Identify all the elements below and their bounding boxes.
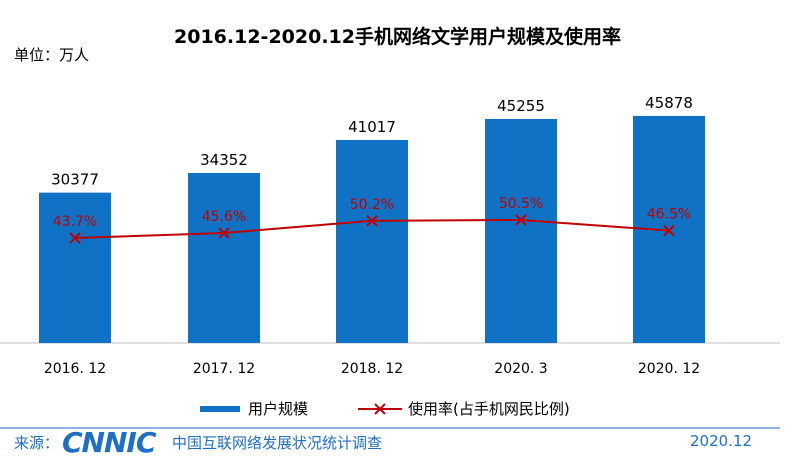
bar-value-label: 45878 — [645, 94, 693, 112]
x-tick-label: 2016. 12 — [44, 361, 106, 377]
legend-bar-label: 用户规模 — [248, 400, 309, 418]
bar-value-label: 30377 — [51, 171, 99, 189]
unit-label: 单位：万人 — [14, 46, 90, 64]
rate-marker — [366, 215, 378, 227]
chart-title: 2016.12-2020.12手机网络文学用户规模及使用率 — [174, 26, 621, 48]
legend-line-label: 使用率(占手机网民比例) — [408, 400, 570, 418]
rate-marker — [515, 214, 527, 226]
rate-value-label: 50.2% — [350, 197, 394, 213]
source-org: 中国互联网络发展状况统计调查 — [172, 434, 383, 452]
bar — [336, 139, 408, 343]
x-tick-label: 2020. 3 — [494, 361, 547, 377]
rate-value-label: 50.5% — [499, 196, 543, 212]
legend-item-bar: 用户规模 — [200, 398, 308, 419]
x-tick-label: 2020. 12 — [638, 361, 700, 377]
rate-marker — [663, 224, 675, 237]
footer-divider — [0, 427, 780, 429]
cnnic-logo: CNNIC — [62, 426, 156, 459]
rate-value-label: 43.7% — [53, 214, 97, 230]
bar-value-label: 34352 — [200, 151, 248, 169]
rate-marker — [218, 227, 230, 239]
bar — [39, 192, 111, 343]
bar — [485, 118, 557, 343]
x-tick-label: 2018. 12 — [341, 361, 403, 377]
chart-area: 30377 2016. 12 34352 2017. 12 41017 2018. 12 4… — [0, 94, 780, 377]
x-tick-label: 2017. 12 — [193, 361, 255, 377]
legend-line-swatch — [358, 402, 402, 415]
bar — [188, 172, 260, 343]
rate-marker — [69, 232, 81, 244]
legend-item-line: 使用率(占手机网民比例) — [358, 398, 570, 419]
footer-date: 2020.12 — [690, 432, 753, 450]
bar-value-label: 45255 — [497, 97, 545, 115]
rate-value-label: 45.6% — [202, 209, 246, 225]
bar-value-label: 41017 — [348, 118, 396, 136]
rate-value-label: 46.5% — [647, 207, 691, 223]
legend-bar-swatch — [200, 405, 240, 412]
source-label: 来源： — [14, 434, 60, 452]
